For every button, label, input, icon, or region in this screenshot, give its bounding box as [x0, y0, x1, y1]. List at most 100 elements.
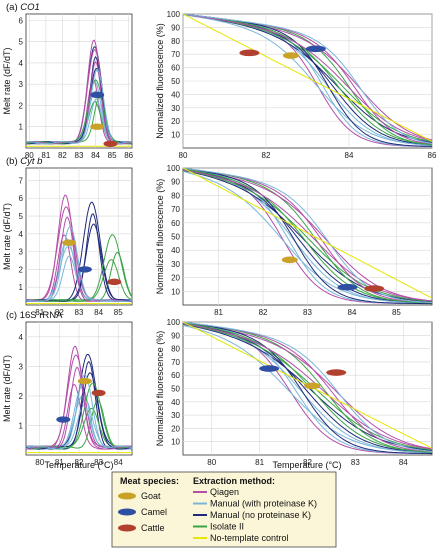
y-tick-label: 30 — [171, 260, 180, 269]
x-tick-label: 82 — [55, 308, 64, 317]
x-tick-label: 83 — [303, 308, 312, 317]
norm-curve-ntc — [182, 167, 433, 299]
y-tick-label: 60 — [171, 64, 180, 73]
x-tick-label: 84 — [345, 151, 354, 160]
x-tick-label: 85 — [114, 308, 123, 317]
melt-marker-camel — [77, 266, 92, 273]
y-tick-label: 6 — [19, 16, 24, 25]
norm-y-axis-label: Normalized fluorescence (%) — [155, 331, 165, 447]
x-tick-label: 82 — [259, 308, 268, 317]
norm-x-axis-label: Temperature (°C) — [272, 460, 341, 470]
x-tick-label: 83 — [351, 458, 360, 467]
melt-y-axis-label: Melt rate (dF/dT) — [2, 355, 12, 422]
legend-method-label: Manual (with proteinase K) — [210, 499, 317, 509]
legend-methods-title: Extraction method: — [193, 476, 275, 486]
norm-curve — [182, 13, 433, 146]
y-tick-label: 1 — [19, 421, 24, 430]
legend-method-label: No-template control — [210, 533, 289, 543]
x-tick-label: 81 — [35, 308, 44, 317]
y-tick-label: 4 — [19, 59, 24, 68]
x-tick-label: 81 — [41, 151, 50, 160]
norm-marker-goat — [304, 382, 321, 390]
melt-curve — [25, 223, 133, 302]
x-tick-label: 84 — [91, 151, 100, 160]
norm-curve — [182, 14, 433, 146]
y-tick-label: 50 — [171, 77, 180, 86]
x-tick-label: 84 — [114, 458, 123, 467]
y-tick-label: 3 — [19, 248, 24, 257]
legend-species-label: Camel — [141, 507, 167, 517]
y-tick-label: 20 — [171, 424, 180, 433]
melt-x-axis-label: Temperature (°C) — [44, 460, 113, 470]
y-tick-label: 10 — [171, 287, 180, 296]
norm-curve — [182, 321, 433, 452]
legend-box — [111, 471, 337, 548]
melt-curve — [25, 374, 133, 450]
melt-y-axis-label: Melt rate (dF/dT) — [2, 203, 12, 270]
y-tick-label: 80 — [171, 345, 180, 354]
y-tick-label: 1 — [19, 283, 24, 292]
norm-marker-cattle — [239, 49, 260, 57]
melt-marker-cattle — [107, 278, 122, 286]
panel-label: (a) CO1 — [6, 2, 40, 13]
y-tick-label: 100 — [167, 10, 181, 19]
x-tick-label: 81 — [255, 458, 264, 467]
y-tick-label: 20 — [171, 274, 180, 283]
x-tick-label: 85 — [392, 308, 401, 317]
y-tick-label: 4 — [19, 230, 24, 239]
melt-marker-camel — [90, 91, 105, 99]
x-tick-label: 80 — [25, 151, 34, 160]
melt-marker-cattle — [91, 389, 106, 397]
y-tick-label: 90 — [171, 331, 180, 340]
melt-marker-goat — [62, 239, 77, 246]
y-tick-label: 70 — [171, 205, 180, 214]
y-tick-label: 70 — [171, 358, 180, 367]
norm-marker-camel — [259, 365, 280, 372]
x-tick-label: 80 — [35, 458, 44, 467]
y-tick-label: 70 — [171, 50, 180, 59]
norm-curve — [182, 321, 432, 454]
y-tick-label: 90 — [171, 178, 180, 187]
y-tick-label: 100 — [167, 164, 181, 173]
y-tick-label: 6 — [19, 194, 24, 203]
norm-marker-camel — [305, 45, 326, 53]
y-tick-label: 20 — [171, 117, 180, 126]
melt-marker-cattle — [103, 140, 118, 147]
norm-marker-camel — [337, 283, 358, 291]
legend-species-swatch — [118, 492, 136, 500]
x-tick-label: 80 — [179, 151, 188, 160]
melt-curve — [25, 79, 133, 145]
x-tick-label: 82 — [262, 151, 271, 160]
norm-marker-goat — [282, 52, 299, 59]
x-tick-label: 81 — [214, 308, 223, 317]
x-tick-label: 84 — [348, 308, 357, 317]
norm-curve — [182, 169, 433, 302]
norm-marker-cattle — [364, 285, 385, 292]
y-tick-label: 80 — [171, 37, 180, 46]
melt-curve — [25, 226, 133, 302]
norm-curve — [182, 167, 433, 304]
y-tick-label: 60 — [171, 371, 180, 380]
x-tick-label: 84 — [399, 458, 408, 467]
y-tick-label: 30 — [171, 411, 180, 420]
norm-marker-goat — [281, 256, 298, 264]
y-tick-label: 40 — [171, 246, 180, 255]
norm-y-axis-label: Normalized fluorescence (%) — [155, 179, 165, 295]
y-tick-label: 3 — [19, 80, 24, 89]
x-tick-label: 83 — [75, 151, 84, 160]
norm-curve — [182, 167, 433, 305]
y-tick-label: 30 — [171, 104, 180, 113]
x-tick-label: 82 — [58, 151, 67, 160]
y-tick-label: 10 — [171, 131, 180, 140]
x-tick-label: 80 — [207, 458, 216, 467]
melt-marker-camel — [56, 416, 71, 423]
x-tick-label: 83 — [94, 458, 103, 467]
legend-species-swatch — [118, 524, 136, 532]
panel-label: (c) 16S rRNA — [6, 310, 63, 321]
melt-marker-goat — [77, 377, 92, 385]
y-tick-label: 50 — [171, 385, 180, 394]
y-tick-label: 100 — [167, 318, 181, 327]
y-tick-label: 10 — [171, 438, 180, 447]
norm-curve-ntc — [182, 13, 433, 142]
x-tick-label: 86 — [124, 151, 133, 160]
